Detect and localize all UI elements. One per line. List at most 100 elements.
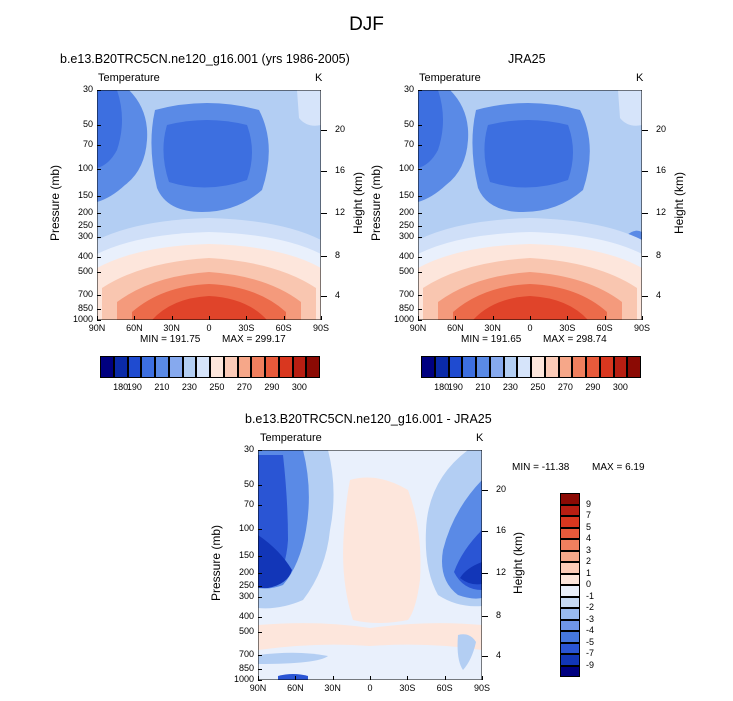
panel3-ytick-label: 250 xyxy=(238,579,254,590)
panel3-colorbar-label: -2 xyxy=(586,602,595,612)
panel1-ytick-mark xyxy=(97,308,101,310)
panel3-xtick-label: 90N xyxy=(249,683,267,693)
panel1-xtick-label: 90N xyxy=(88,323,106,333)
panel3-colorbar-box xyxy=(560,573,580,585)
panel1-ytick-label: 70 xyxy=(82,139,93,150)
panel3-colorbar-label: -1 xyxy=(586,590,595,601)
panel2-xtick-mark xyxy=(567,316,569,320)
panel3-colorbar-box xyxy=(560,642,580,654)
panel1-xtick-mark xyxy=(134,316,136,320)
panel1-colorbar-label: 250 xyxy=(209,382,225,392)
panel3-ytick-mark xyxy=(258,505,262,507)
panel1-ytick-right-mark xyxy=(321,213,327,215)
panel3-ytick-label: 1000 xyxy=(233,674,254,684)
panel1-ytick-right-label: 20 xyxy=(335,124,346,135)
panel1-xtick-mark xyxy=(321,316,322,320)
panel3-ytick-mark xyxy=(258,573,262,575)
panel2-ytick-right-mark xyxy=(642,170,648,172)
panel3-xtick-mark xyxy=(407,676,409,680)
panel1-ytick-mark xyxy=(97,213,101,215)
panel2-colorbar-box xyxy=(476,356,490,378)
panel1-ylabel-right: Height (km) xyxy=(351,172,365,235)
panel3-colorbar-box xyxy=(560,493,580,505)
panel2-ytick-label: 700 xyxy=(398,288,414,299)
panel3-colorbar-box xyxy=(560,562,580,574)
panel3-ytick-label: 700 xyxy=(238,648,254,659)
panel1-xtick-label: 30S xyxy=(238,323,255,333)
panel2-ytick-label: 70 xyxy=(403,139,414,150)
panel2-field-label: Temperature xyxy=(419,72,481,84)
panel2-xtick-label: 30S xyxy=(559,323,576,333)
panel3-colorbar-box xyxy=(560,516,580,528)
panel1-colorbar-label: 230 xyxy=(181,382,197,392)
panel1-colorbar-label: 290 xyxy=(264,382,280,392)
panel1-ytick-mark xyxy=(97,256,101,258)
panel2-colorbar-box xyxy=(448,356,463,378)
panel3-colorbar-label: 5 xyxy=(586,521,592,532)
panel2-colorbar-label: 300 xyxy=(612,382,628,392)
panel3-colorbar-label: 9 xyxy=(586,498,592,509)
panel2-max-label: MAX = 298.74 xyxy=(543,334,607,345)
panel2-ytick-mark xyxy=(418,320,422,321)
panel3-xtick-mark xyxy=(444,676,446,680)
panel3-ytick-label: 400 xyxy=(238,610,254,621)
panel3-ytick-mark xyxy=(258,654,262,656)
panel3-ytick-right-label: 16 xyxy=(496,524,507,535)
panel1-ytick-mark xyxy=(97,90,101,91)
panel3-ytick-mark xyxy=(258,555,262,557)
panel3-ytick-mark xyxy=(258,616,262,618)
panel2-ytick-mark xyxy=(418,90,422,91)
panel2-xtick-label: 90N xyxy=(409,323,427,333)
panel1-colorbar-box xyxy=(292,356,307,378)
panel3-colorbar-label: 4 xyxy=(586,533,592,543)
panel3-xtick-label: 0 xyxy=(367,683,373,693)
panel2-colorbar-label: 290 xyxy=(585,382,601,392)
panel2-colorbar-box xyxy=(462,356,476,378)
panel1-xtick-mark xyxy=(97,316,98,320)
panel1-units: K xyxy=(315,72,323,84)
panel2-ytick-label: 50 xyxy=(403,118,414,129)
panel3-ytick-mark xyxy=(258,680,262,681)
panel3-ytick-right-mark xyxy=(482,490,488,492)
panel3-ytick-label: 50 xyxy=(243,478,254,489)
panel2-ytick-right-label: 4 xyxy=(656,289,662,300)
panel1-ytick-label: 30 xyxy=(82,84,93,94)
panel2-colorbar-box xyxy=(586,356,600,378)
panel1-colorbar-box xyxy=(237,356,252,378)
panel2-colorbar-box xyxy=(517,356,531,378)
panel3-ytick-mark xyxy=(258,529,262,531)
panel1-ytick-label: 200 xyxy=(77,207,93,218)
panel2-ytick-right-mark xyxy=(642,130,648,132)
panel3-ytick-right-mark xyxy=(482,655,488,657)
panel2-title: JRA25 xyxy=(508,52,546,66)
panel2-plot xyxy=(418,90,642,320)
panel3-units: K xyxy=(476,432,484,444)
panel1-ytick-label: 250 xyxy=(77,219,93,230)
panel2-xtick-label: 60N xyxy=(447,323,464,333)
panel1-xtick-mark xyxy=(283,316,285,320)
panel1-colorbar-label: 190 xyxy=(126,382,142,392)
panel1-colorbar-box xyxy=(278,356,293,378)
panel1-ytick-right-mark xyxy=(321,170,327,172)
panel3-ytick-label: 850 xyxy=(238,662,254,673)
panel1-colorbar-box xyxy=(141,356,155,378)
panel2-colorbar-label: 180 xyxy=(434,382,450,392)
panel2-colorbar-label: 230 xyxy=(502,382,518,392)
panel3-ytick-right-label: 12 xyxy=(496,567,507,578)
panel3-xtick-label: 30N xyxy=(324,683,341,693)
panel1-colorbar-label: 300 xyxy=(291,382,307,392)
panel2-ytick-mark xyxy=(418,256,422,258)
panel3-colorbar-label: 2 xyxy=(586,556,592,566)
panel3-ytick-label: 150 xyxy=(238,549,254,560)
panel3-plot xyxy=(258,450,482,680)
panel3-field-label: Temperature xyxy=(260,432,322,444)
panel2-ytick-right-label: 16 xyxy=(656,164,667,175)
panel2-ytick-label: 300 xyxy=(398,231,414,242)
panel3-ytick-mark xyxy=(258,450,262,451)
panel1-max-label: MAX = 299.17 xyxy=(222,334,286,345)
panel2-min-label: MIN = 191.65 xyxy=(461,334,522,345)
panel1-colorbar-box xyxy=(182,356,197,378)
panel2-xtick-label: 90S xyxy=(633,323,650,333)
panel3-colorbar-box xyxy=(560,665,580,677)
panel2-ytick-mark xyxy=(418,169,422,171)
